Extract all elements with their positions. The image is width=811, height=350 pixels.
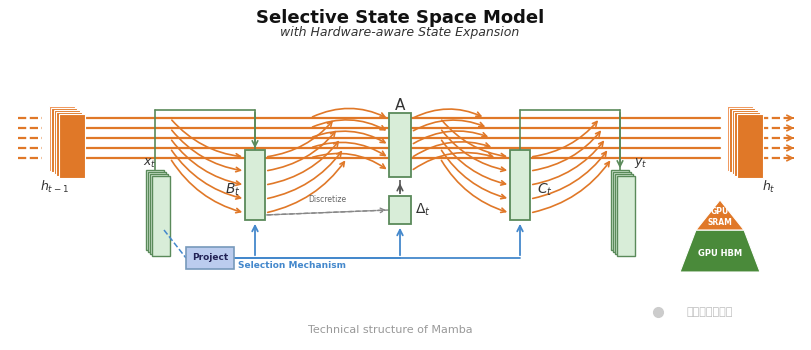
Text: Technical structure of Mamba: Technical structure of Mamba: [307, 325, 472, 335]
Text: $x_t$: $x_t$: [143, 156, 157, 169]
Polygon shape: [679, 230, 759, 272]
Bar: [150, 174, 168, 254]
Bar: [612, 172, 630, 252]
Text: $h_t$: $h_t$: [762, 178, 775, 195]
Text: Discretize: Discretize: [307, 195, 345, 204]
Text: with Hardware-aware State Expansion: with Hardware-aware State Expansion: [280, 26, 519, 38]
Text: $B_t$: $B_t$: [225, 182, 241, 198]
Bar: [734, 112, 760, 176]
Text: Selective State Space Model: Selective State Space Model: [255, 9, 543, 27]
Text: GPU
SRAM: GPU SRAM: [706, 207, 732, 227]
Bar: [728, 107, 754, 173]
Text: $C_t$: $C_t$: [536, 182, 552, 198]
Text: 公众号・新智元: 公众号・新智元: [686, 307, 732, 317]
Bar: [731, 110, 757, 175]
Bar: [726, 105, 752, 170]
Bar: [614, 174, 633, 254]
Bar: [388, 196, 410, 224]
Bar: [54, 110, 80, 175]
Bar: [186, 247, 234, 269]
Bar: [51, 107, 77, 173]
Bar: [616, 176, 634, 256]
Text: Project: Project: [191, 253, 228, 262]
Bar: [49, 105, 75, 170]
Bar: [509, 150, 530, 220]
Bar: [245, 150, 264, 220]
Bar: [148, 172, 165, 252]
Text: A: A: [394, 98, 405, 113]
Bar: [736, 113, 762, 178]
Polygon shape: [695, 200, 743, 230]
Text: $h_{t-1}$: $h_{t-1}$: [40, 178, 68, 195]
Bar: [388, 112, 410, 177]
Text: GPU HBM: GPU HBM: [697, 250, 741, 259]
Bar: [146, 170, 164, 250]
Bar: [152, 176, 169, 256]
Text: $\Delta_t$: $\Delta_t$: [414, 202, 430, 218]
Text: Selection Mechanism: Selection Mechanism: [238, 261, 345, 270]
Text: $y_t$: $y_t$: [633, 156, 647, 170]
Bar: [57, 112, 83, 176]
Bar: [59, 113, 85, 178]
Bar: [610, 170, 629, 250]
